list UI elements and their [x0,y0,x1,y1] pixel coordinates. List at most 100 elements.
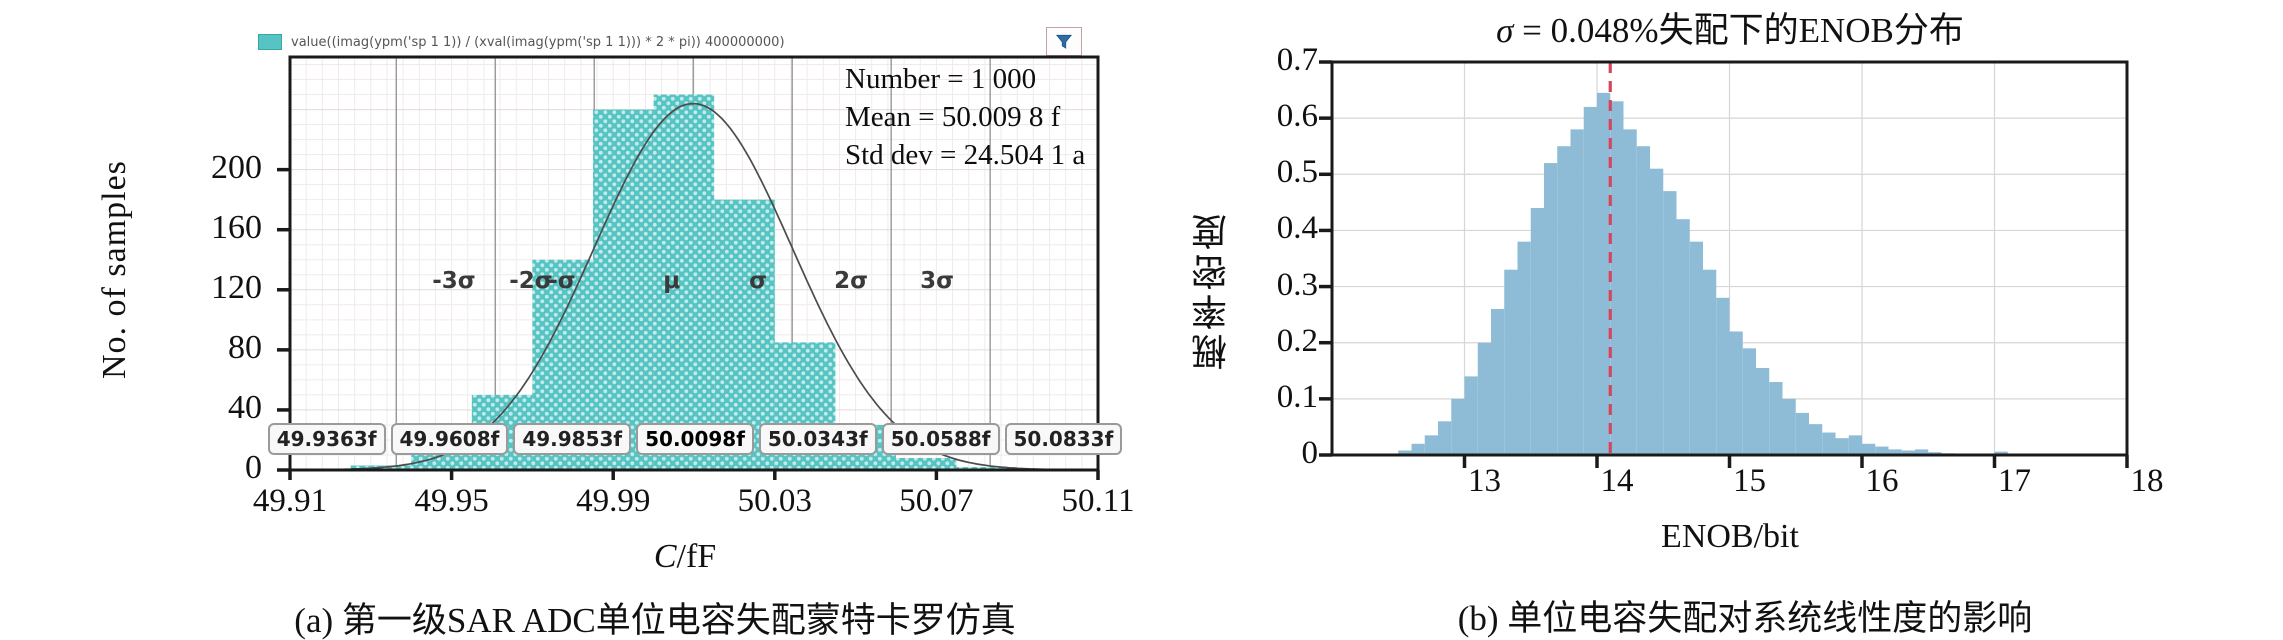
y-tick-label: 0.7 [1276,42,1318,78]
histogram-bar [1862,443,1876,455]
legend-color-swatch [258,34,282,50]
histogram-bar [1411,443,1425,455]
x-tick-label: 14 [1600,463,1634,499]
sigma-value-box: 49.9363f [267,423,386,455]
sigma-value-box: 49.9608f [390,423,509,455]
stats-box: Number = 1 000 Mean = 50.009 8 f Std dev… [845,60,1085,174]
histogram-bar [956,466,1018,470]
x-tick-label: 50.07 [899,483,974,519]
sigma-value-box: 50.0833f [1004,423,1123,455]
histogram-bar [1398,450,1412,455]
histogram-bar [1451,398,1465,455]
histogram-bar [1716,297,1730,455]
histogram-bar [1477,342,1491,455]
sigma-value-box-row: 49.9363f 49.9608f 49.9853f 50.0098f 50.0343f… [267,423,1123,455]
y-tick-label: 0.4 [1276,210,1318,247]
histogram-bar [1544,163,1558,456]
y-tick-label: 160 [211,208,262,246]
histogram-bar [1504,269,1518,455]
histogram-bar [1530,207,1544,455]
histogram-bar [1782,398,1796,455]
sigma-value-box: 50.0098f [636,423,754,455]
histogram-bar [1570,129,1584,455]
y-tick-label: 0 [245,449,262,486]
x-tick-label: 49.95 [414,483,489,519]
sigma-value-box: 50.0588f [881,423,1000,455]
x-tick-label: 16 [1865,463,1899,499]
stats-number: Number = 1 000 [845,63,1037,95]
histogram-bar [1438,421,1452,455]
x-tick-label: 50.11 [1061,483,1135,519]
x-axis-label-capacitance: C/fF [560,538,810,576]
histogram-bar [1703,269,1717,455]
caption-a: (a) 第一级SAR ADC单位电容失配蒙特卡罗仿真 [294,601,1016,640]
x-tick-label: 49.91 [252,483,328,519]
x-tick-label: 15 [1733,463,1766,499]
histogram-bar [1809,424,1823,455]
y-axis-label-density: 概率密度 [1192,210,1232,370]
histogram-bar [1994,451,2008,455]
histogram-bar [1464,376,1478,455]
histogram-bar [1888,449,1902,455]
x-axis-variable: C [653,538,677,575]
x-tick-label: 17 [1998,463,2031,499]
histogram-bar [1756,367,1770,455]
histogram-bar [1636,146,1650,455]
histogram-bar [1650,168,1664,455]
x-tick-label: 50.03 [737,483,812,519]
sigma-label: -2σ [509,268,552,294]
histogram-bar [1848,435,1862,455]
x-tick-label: 18 [2130,463,2164,499]
x-axis-label-enob: ENOB/bit [1661,518,1799,555]
y-tick-label: 0.3 [1276,266,1318,303]
histogram-bar [1689,241,1703,455]
x-axis-ticks-b: 13 14 15 16 17 18 [1332,463,2182,503]
x-tick-label: 49.99 [576,483,651,519]
y-axis-label-samples: No. of samples [96,160,133,380]
x-axis-unit: /fF [676,538,717,575]
stats-stddev: Std dev = 24.504 1 a [845,139,1086,171]
histogram-bar [1875,446,1889,455]
stats-mean: Mean = 50.009 8 f [845,101,1061,133]
histogram-bar [1915,449,1929,455]
funnel-icon [1055,34,1073,49]
caption-b: (b) 单位电容失配对系统线性度的影响 [1457,599,2033,638]
sigma-label: -σ [548,268,575,294]
y-axis-ticks-a: 0 40 80 120 160 200 [140,0,262,520]
histogram-bar [1663,191,1677,455]
y-axis-ticks-b: 0 0.1 0.2 0.3 0.4 0.5 0.6 0.7 [1228,0,1318,520]
x-tick-label: 13 [1468,463,1501,499]
y-tick-label: 80 [228,328,262,366]
legend-expression-text: value((imag(ypm('sp 1 1)) / (xval(imag(y… [291,34,785,50]
histogram-bar [1901,450,1915,455]
y-tick-label: 0 [1301,435,1319,471]
sigma-label: 3σ [920,268,954,294]
title-sigma-symbol: σ [1496,11,1514,50]
sigma-label: -3σ [432,268,475,294]
histogram-bar [1610,101,1624,456]
x-axis-ticks-a: 49.91 49.95 49.99 50.03 50.07 50.11 [253,483,1135,523]
y-tick-label: 40 [228,388,262,426]
histogram-bar [1597,92,1611,455]
histogram-bar [1835,438,1849,455]
histogram-bar [1623,129,1637,455]
sigma-label: σ [749,268,767,294]
histogram-bar [1517,241,1531,455]
histogram-bar [1742,348,1756,455]
histogram-bar [411,451,472,470]
histogram-bar [1491,309,1505,455]
plot-border [288,55,1100,472]
sigma-label: μ [663,268,680,294]
sigma-value-box: 50.0343f [758,423,877,455]
histogram-bar [1583,106,1597,455]
histogram-bar [1676,219,1690,455]
histogram-bar [1769,382,1783,455]
title-text: = 0.048%失配下的ENOB分布 [1513,11,1964,50]
legend-bar: value((imag(ypm('sp 1 1)) / (xval(imag(y… [258,29,785,55]
sigma-value-box: 49.9853f [513,423,632,455]
histogram-bar [1795,412,1809,455]
histogram-bar [593,109,654,471]
y-tick-label: 0.2 [1276,322,1318,359]
y-tick-label: 200 [211,148,262,186]
